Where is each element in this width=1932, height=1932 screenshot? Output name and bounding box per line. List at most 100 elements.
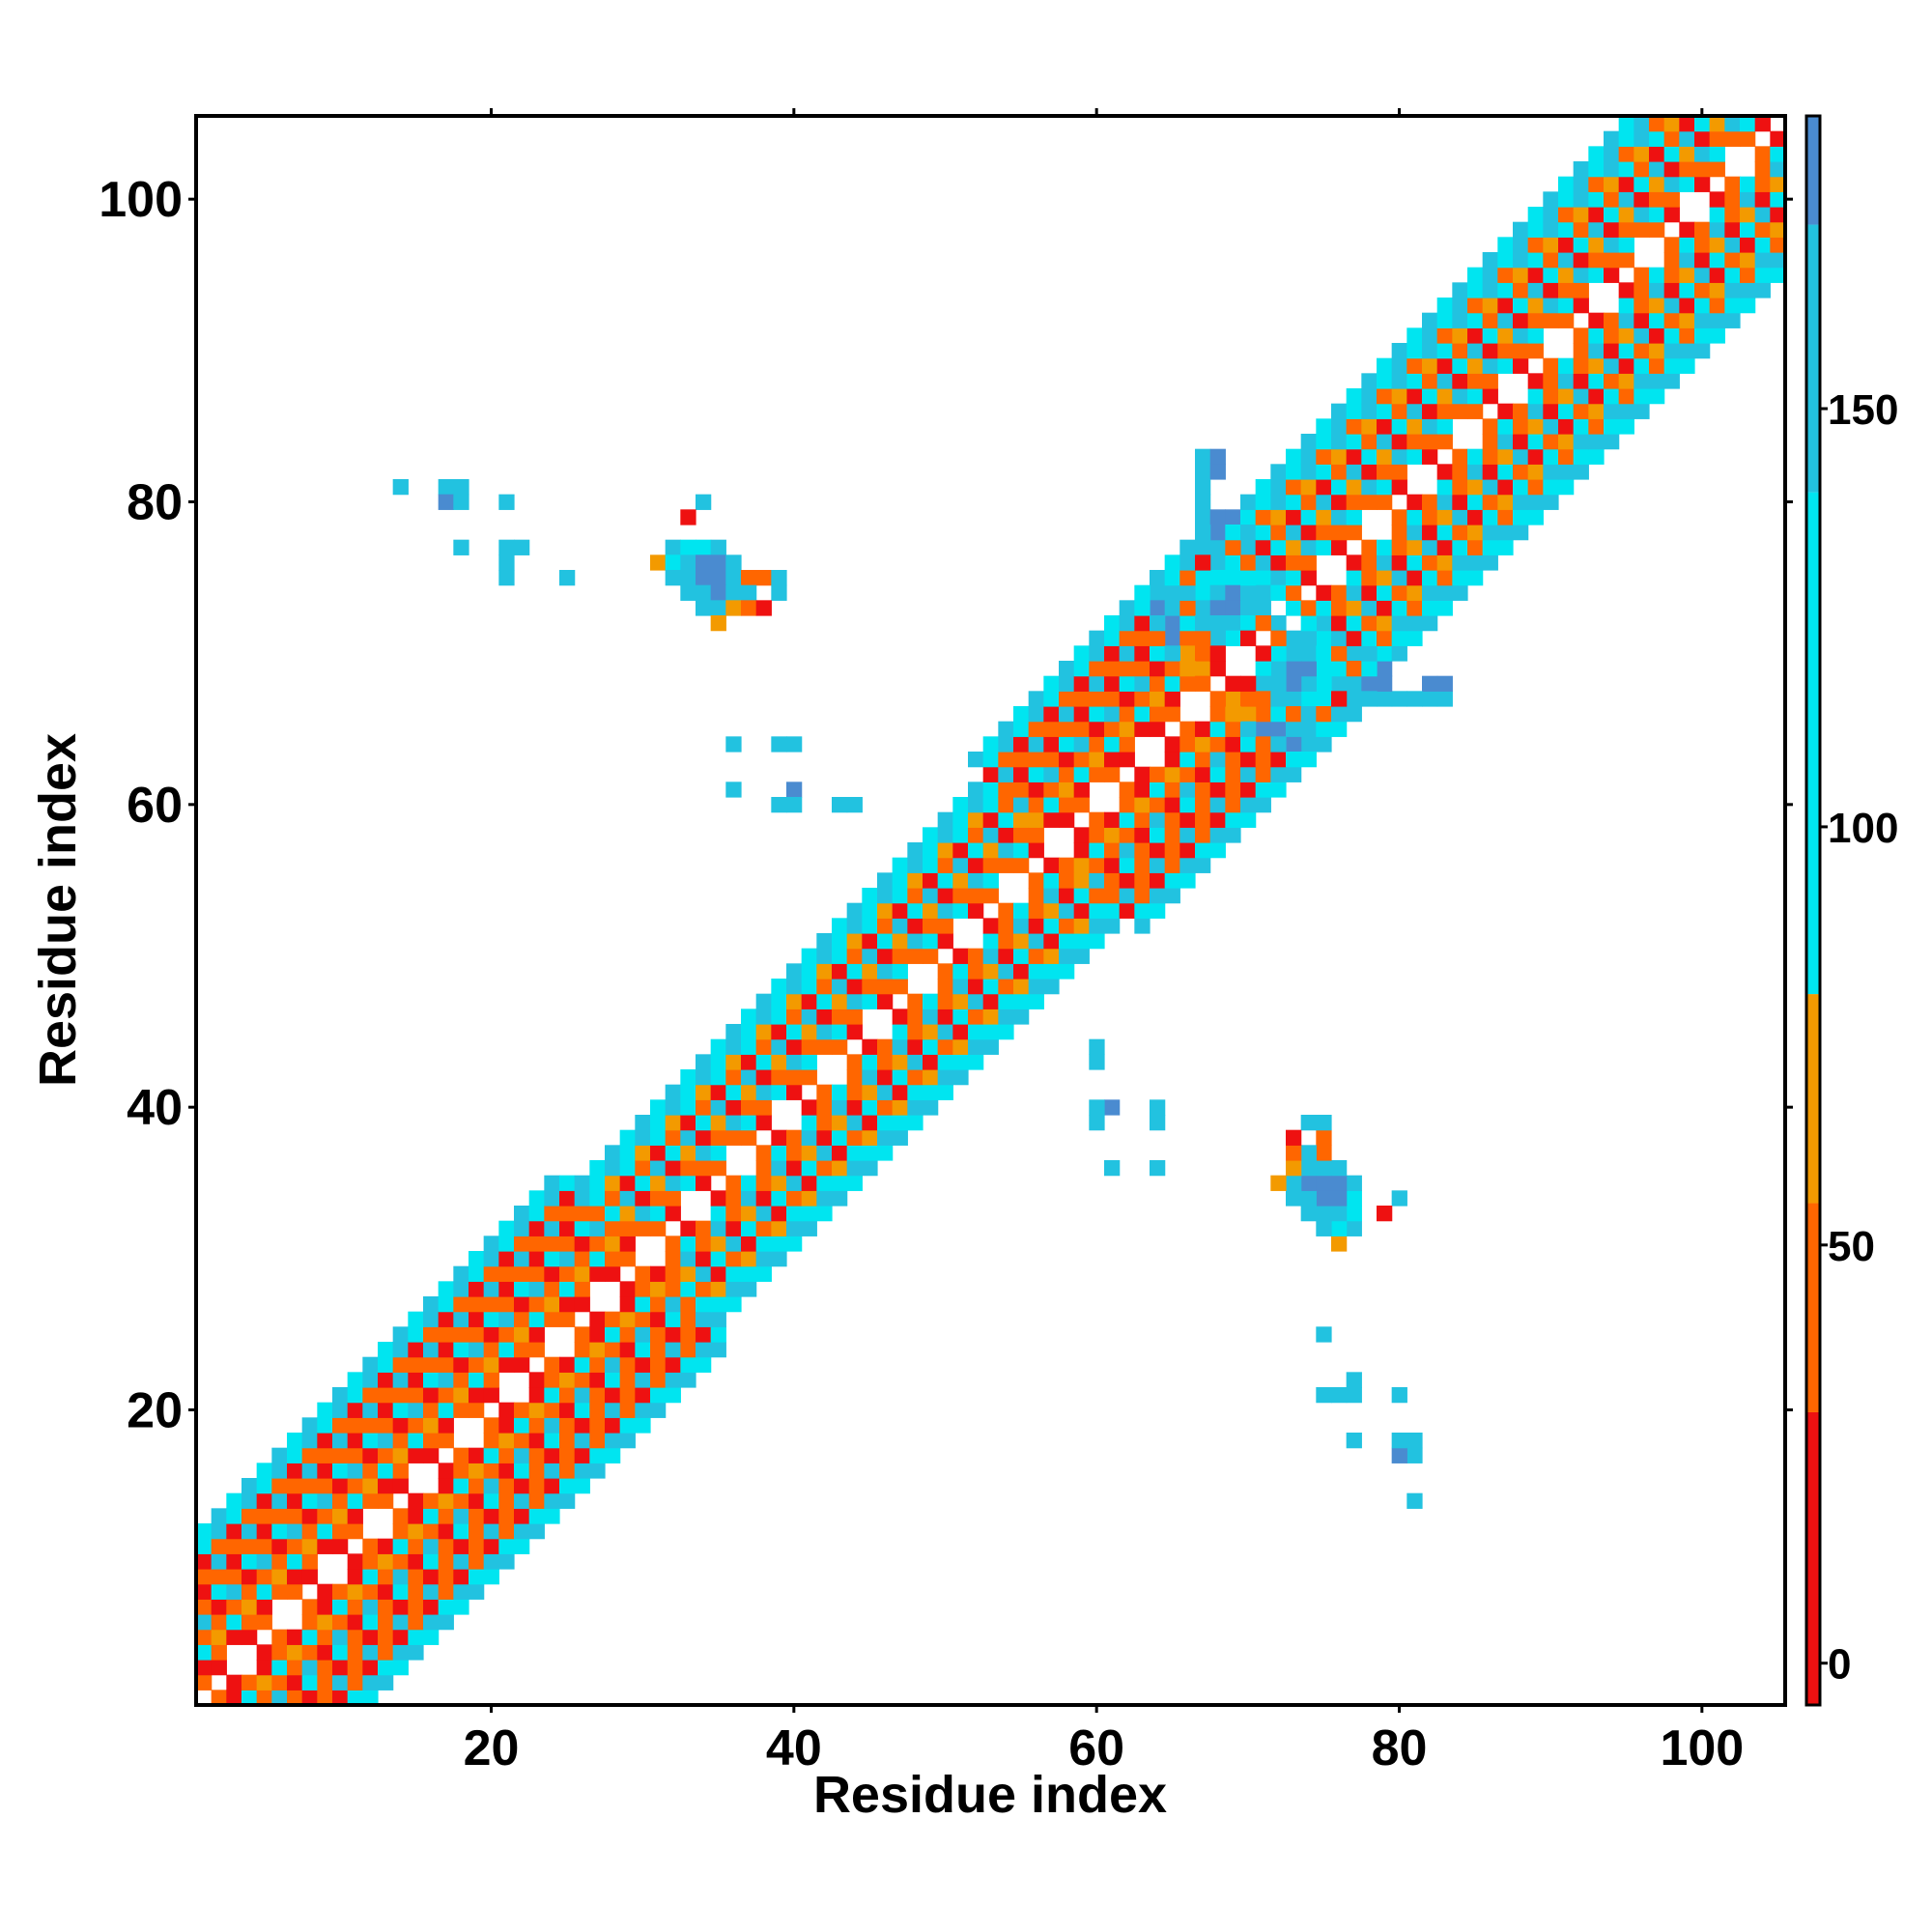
- contact-cell: [680, 1342, 696, 1358]
- contact-cell: [755, 1084, 772, 1100]
- contact-cell: [574, 1236, 590, 1252]
- contact-cell: [1754, 176, 1771, 192]
- contact-cell: [332, 1433, 349, 1449]
- contact-cell: [1043, 872, 1060, 889]
- contact-cell: [1377, 570, 1393, 586]
- contact-cell: [998, 993, 1014, 1009]
- contact-cell: [1104, 1160, 1121, 1177]
- contact-cell: [710, 584, 726, 601]
- contact-cell: [1150, 615, 1166, 632]
- contact-cell: [1634, 403, 1650, 419]
- contact-cell: [1754, 116, 1771, 132]
- contact-cell: [1663, 146, 1680, 162]
- contact-cell: [392, 1387, 409, 1404]
- contact-cell: [469, 1402, 485, 1418]
- contact-cell: [696, 1342, 712, 1358]
- contact-cell: [1255, 554, 1271, 571]
- contact-cell: [1346, 434, 1362, 450]
- contact-cell: [1225, 584, 1241, 601]
- contact-cell: [665, 1311, 681, 1327]
- contact-cell: [1089, 675, 1105, 692]
- contact-cell: [1073, 948, 1090, 964]
- contact-cell: [1694, 252, 1711, 269]
- contact-cell: [1255, 736, 1271, 753]
- contact-cell: [438, 1508, 454, 1524]
- contact-cell: [301, 1433, 318, 1449]
- contact-cell: [408, 1387, 424, 1404]
- contact-cell: [801, 948, 817, 964]
- contact-cell: [1119, 888, 1135, 904]
- contact-cell: [301, 1508, 318, 1524]
- contact-cell: [1043, 918, 1060, 934]
- contact-cell: [1513, 434, 1529, 450]
- contact-cell: [1604, 221, 1620, 238]
- contact-cell: [1543, 298, 1559, 314]
- contact-cell: [438, 1356, 454, 1373]
- contact-cell: [605, 1160, 621, 1177]
- contact-cell: [453, 479, 469, 496]
- contact-cell: [937, 827, 953, 843]
- contact-cell: [1225, 600, 1241, 616]
- contact-cell: [1361, 388, 1378, 405]
- contact-cell: [862, 963, 878, 980]
- contact-cell: [998, 979, 1014, 995]
- contact-cell: [1452, 509, 1468, 526]
- contact-cell: [1043, 979, 1060, 995]
- contact-cell: [287, 1523, 303, 1540]
- contact-cell: [1618, 237, 1634, 253]
- contact-cell: [1558, 298, 1575, 314]
- plot-frame: [194, 114, 1787, 1707]
- contact-cell: [1028, 872, 1044, 889]
- y-tick-label: 20: [127, 1383, 183, 1439]
- contact-cell: [544, 1281, 560, 1297]
- contact-cell: [710, 1342, 726, 1358]
- contact-cell: [1679, 312, 1695, 328]
- contact-cell: [1377, 403, 1393, 419]
- contact-cell: [1286, 1175, 1302, 1191]
- contact-cell: [1558, 464, 1575, 480]
- contact-cell: [1043, 691, 1060, 707]
- contact-cell: [665, 1084, 681, 1100]
- contact-cell: [650, 1342, 667, 1358]
- contact-cell: [877, 1129, 894, 1146]
- contact-cell: [574, 1356, 590, 1373]
- contact-cell: [514, 1402, 530, 1418]
- contact-cell: [1754, 221, 1771, 238]
- contact-cell: [438, 1372, 454, 1388]
- contact-cell: [1588, 388, 1605, 405]
- contact-cell: [392, 1433, 409, 1449]
- contact-cell: [832, 1009, 848, 1025]
- contact-cell: [1724, 116, 1741, 132]
- contact-cell: [271, 1674, 288, 1690]
- contact-cell: [696, 570, 712, 586]
- contact-cell: [544, 1372, 560, 1388]
- contact-cell: [1164, 661, 1180, 677]
- contact-cell: [755, 1069, 772, 1086]
- contact-cell: [696, 1326, 712, 1343]
- contact-cell: [952, 1069, 969, 1086]
- contact-cell: [1028, 963, 1044, 980]
- contact-cell: [574, 1387, 590, 1404]
- contact-cell: [362, 1447, 379, 1463]
- contact-cell: [1270, 752, 1287, 768]
- contact-cell: [1316, 1220, 1332, 1236]
- contact-cell: [1316, 1129, 1332, 1146]
- contact-cell: [287, 1629, 303, 1645]
- contact-cell: [574, 1342, 590, 1358]
- colorbar-segment: [1806, 1411, 1820, 1705]
- contact-cell: [1649, 267, 1665, 283]
- contact-cell: [755, 1054, 772, 1070]
- y-tick-label: 80: [127, 475, 183, 531]
- contact-cell: [559, 1175, 576, 1191]
- contact-cell: [1225, 721, 1241, 737]
- contact-cell: [1073, 827, 1090, 843]
- contact-cell: [1119, 797, 1135, 813]
- contact-cell: [1558, 403, 1575, 419]
- contact-cell: [1452, 373, 1468, 389]
- contact-cell: [1649, 191, 1665, 208]
- contact-cell: [1634, 130, 1650, 147]
- contact-cell: [438, 1326, 454, 1343]
- contact-cell: [619, 1356, 636, 1373]
- contact-cell: [1331, 1190, 1348, 1207]
- contact-cell: [438, 1538, 454, 1554]
